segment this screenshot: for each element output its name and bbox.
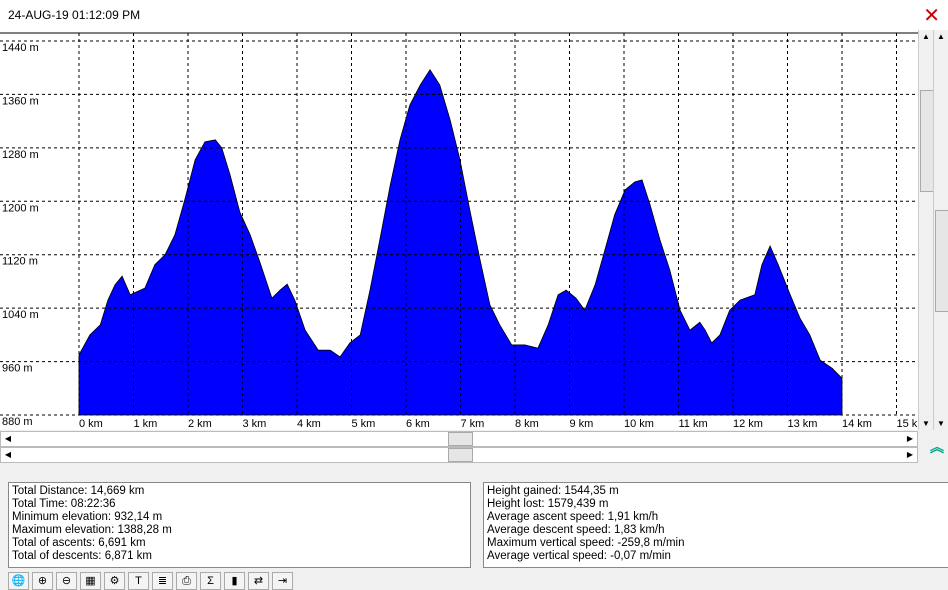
close-icon[interactable]: ✕ xyxy=(923,5,940,27)
x-tick-label: 4 km xyxy=(297,418,321,430)
options-icon[interactable]: ⚙ xyxy=(104,572,125,590)
globe-icon[interactable]: 🌐 xyxy=(8,572,29,590)
x-tick-label: 8 km xyxy=(515,418,539,430)
elevation-chart: 0 km 1 km 2 km 3 km 4 km 5 km 6 km 7 km 8 km 9 km… xyxy=(0,30,926,430)
scroll-up-icon[interactable]: ▲ xyxy=(937,32,945,41)
stat-total-descents: Total of descents: 6,871 km xyxy=(12,550,152,562)
stat-height-gained: Height gained: 1544,35 m xyxy=(487,485,619,497)
exit-icon[interactable]: ⇥ xyxy=(272,572,293,590)
stat-avg-descent-speed: Average descent speed: 1,83 km/h xyxy=(487,524,665,536)
y-tick-label: 1360 m xyxy=(2,95,39,107)
vertical-scrollbar-1[interactable]: ▲ ▼ xyxy=(918,30,934,430)
scroll-thumb[interactable] xyxy=(920,90,934,192)
elevation-area xyxy=(78,68,843,416)
stat-avg-ascent-speed: Average ascent speed: 1,91 km/h xyxy=(487,511,659,523)
book-icon[interactable]: ▮ xyxy=(224,572,245,590)
sum-icon[interactable]: Σ xyxy=(200,572,221,590)
x-tick-label: 10 km xyxy=(624,418,654,430)
toolbar: 🌐 ⊕ ⊖ ▦ ⚙ T ≣ ⎙ Σ ▮ ⇄ ⇥ xyxy=(8,572,293,590)
stat-total-distance: Total Distance: 14,669 km xyxy=(12,485,145,497)
scroll-right-icon[interactable]: ▶ xyxy=(906,434,914,443)
x-tick-label: 2 km xyxy=(188,418,212,430)
collapse-chevron-icon[interactable]: ︽ xyxy=(930,439,944,455)
x-tick-label: 5 km xyxy=(352,418,376,430)
window-title: 24-AUG-19 01:12:09 PM xyxy=(8,8,141,22)
scroll-down-icon[interactable]: ▼ xyxy=(922,419,930,428)
scroll-down-icon[interactable]: ▼ xyxy=(937,419,945,428)
stats-panel-left: Total Distance: 14,669 km Total Time: 08… xyxy=(8,482,471,568)
x-tick-label: 3 km xyxy=(243,418,267,430)
stat-max-vertical-speed: Maximum vertical speed: -259,8 m/min xyxy=(487,537,685,549)
zoom-in-icon[interactable]: ⊕ xyxy=(32,572,53,590)
scroll-thumb[interactable] xyxy=(935,210,948,312)
text-search-icon[interactable]: T xyxy=(128,572,149,590)
scroll-thumb[interactable] xyxy=(448,448,473,462)
stat-total-time: Total Time: 08:22:36 xyxy=(12,498,116,510)
y-tick-label: 1040 m xyxy=(2,309,39,321)
scroll-left-icon[interactable]: ◀ xyxy=(4,450,12,459)
x-tick-label: 7 km xyxy=(461,418,485,430)
x-tick-label: 12 km xyxy=(733,418,763,430)
stats-panel-right: Height gained: 1544,35 m Height lost: 15… xyxy=(483,482,948,568)
x-tick-label: 6 km xyxy=(406,418,430,430)
vertical-scrollbar-2[interactable]: ▲ ▼ xyxy=(933,30,948,430)
scroll-left-icon[interactable]: ◀ xyxy=(4,434,12,443)
print-icon[interactable]: ⎙ xyxy=(176,572,197,590)
y-tick-label: 1120 m xyxy=(2,256,38,268)
grid-icon[interactable]: ▦ xyxy=(80,572,101,590)
scroll-up-icon[interactable]: ▲ xyxy=(922,32,930,41)
notes-icon[interactable]: ≣ xyxy=(152,572,173,590)
scroll-right-icon[interactable]: ▶ xyxy=(906,450,914,459)
y-tick-label: 960 m xyxy=(2,363,33,375)
elevation-profile-svg: 0 km 1 km 2 km 3 km 4 km 5 km 6 km 7 km 8 km 9 km… xyxy=(0,32,926,430)
zoom-out-icon[interactable]: ⊖ xyxy=(56,572,77,590)
x-tick-label: 14 km xyxy=(842,418,872,430)
x-tick-label: 1 km xyxy=(134,418,158,430)
title-bar: 24-AUG-19 01:12:09 PM ✕ xyxy=(0,0,948,30)
x-tick-label: 13 km xyxy=(788,418,818,430)
horizontal-scrollbar-2[interactable]: ◀ ▶ xyxy=(0,447,918,463)
stat-avg-vertical-speed: Average vertical speed: -0,07 m/min xyxy=(487,550,671,562)
x-tick-label: 0 km xyxy=(79,418,103,430)
x-tick-label: 15 km xyxy=(897,418,919,430)
horizontal-scrollbar-1[interactable]: ◀ ▶ xyxy=(0,431,918,447)
y-tick-label: 1280 m xyxy=(2,149,39,161)
y-tick-label: 880 m xyxy=(2,416,33,428)
swap-icon[interactable]: ⇄ xyxy=(248,572,269,590)
x-tick-label: 9 km xyxy=(570,418,594,430)
stat-height-lost: Height lost: 1579,439 m xyxy=(487,498,609,510)
y-tick-label: 1200 m xyxy=(2,202,39,214)
scroll-thumb[interactable] xyxy=(448,432,473,446)
stat-min-elevation: Minimum elevation: 932,14 m xyxy=(12,511,163,523)
stat-max-elevation: Maximum elevation: 1388,28 m xyxy=(12,524,172,536)
x-tick-label: 11 km xyxy=(679,418,708,430)
y-tick-label: 1440 m xyxy=(2,42,39,54)
stat-total-ascents: Total of ascents: 6,691 km xyxy=(12,537,146,549)
